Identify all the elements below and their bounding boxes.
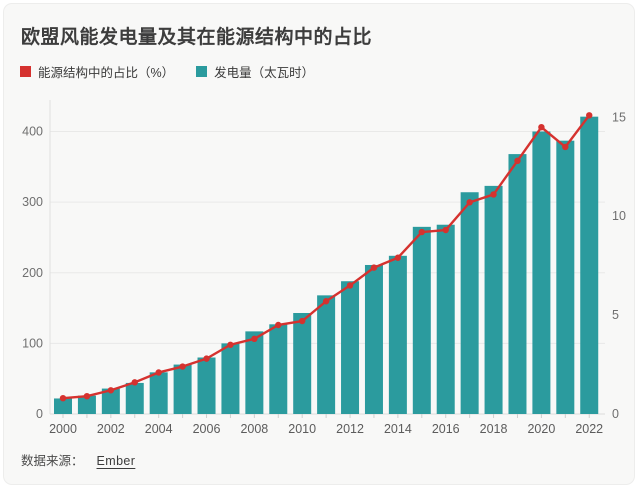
line-point-2008[interactable] xyxy=(251,335,258,343)
legend-item-generation[interactable]: 发电量（太瓦时） xyxy=(196,62,314,81)
bar-2001[interactable] xyxy=(77,395,96,414)
legend-label-share: 能源结构中的占比（%） xyxy=(38,66,175,80)
line-point-2010[interactable] xyxy=(299,317,306,325)
line-point-2017[interactable] xyxy=(466,199,473,206)
bar-2013[interactable] xyxy=(364,264,383,414)
y-left-label-300: 300 xyxy=(22,195,43,209)
y-left-label-0: 0 xyxy=(36,407,43,421)
line-point-2004[interactable] xyxy=(155,369,162,376)
line-point-2018[interactable] xyxy=(490,191,497,198)
line-point-2000[interactable] xyxy=(59,394,67,402)
source-link-ember[interactable]: Ember xyxy=(96,454,136,468)
line-point-2002[interactable] xyxy=(107,387,115,394)
legend: 能源结构中的占比（%） 发电量（太瓦时） xyxy=(20,62,314,81)
x-label-2022: 2022 xyxy=(575,422,603,436)
line-point-2013[interactable] xyxy=(370,264,378,271)
bar-2018[interactable] xyxy=(484,185,503,414)
x-label-2008: 2008 xyxy=(240,422,268,436)
combo-chart-plot: 0 100 200 300 400 0 5 10 15 2000 2002 2004 2006 2008 2… xyxy=(22,100,626,436)
line-point-2014[interactable] xyxy=(394,254,402,261)
bar-2004[interactable] xyxy=(149,372,168,414)
legend-swatch-teal-icon xyxy=(196,66,208,77)
line-point-2006[interactable] xyxy=(203,355,210,362)
x-label-2010: 2010 xyxy=(288,422,316,436)
line-point-2012[interactable] xyxy=(346,282,354,289)
bar-2003[interactable] xyxy=(125,382,144,414)
legend-swatch-red-icon xyxy=(20,66,31,77)
legend-label-generation: 发电量（太瓦时） xyxy=(214,66,315,80)
bar-2011[interactable] xyxy=(317,295,336,414)
y-left-label-100: 100 xyxy=(22,336,43,350)
y-left-label-400: 400 xyxy=(22,125,43,139)
line-point-2016[interactable] xyxy=(442,226,449,234)
bar-2007[interactable] xyxy=(221,343,240,414)
bar-2016[interactable] xyxy=(436,224,455,414)
bar-2019[interactable] xyxy=(508,154,527,414)
x-label-2006: 2006 xyxy=(193,422,221,436)
line-point-2020[interactable] xyxy=(538,123,545,131)
line-point-2007[interactable] xyxy=(227,341,234,348)
chart-title: 欧盟风能发电量及其在能源结构中的占比 xyxy=(21,27,373,48)
bar-2012[interactable] xyxy=(341,281,360,414)
x-label-2016: 2016 xyxy=(432,422,460,436)
line-point-2003[interactable] xyxy=(131,379,138,386)
y-right-label-10: 10 xyxy=(612,209,626,223)
y-right-label-5: 5 xyxy=(612,308,619,322)
y-right-label-15: 15 xyxy=(612,110,626,124)
bar-2005[interactable] xyxy=(173,364,192,414)
x-label-2014: 2014 xyxy=(384,422,412,436)
x-label-2004: 2004 xyxy=(145,422,173,436)
line-point-2019[interactable] xyxy=(514,157,521,165)
line-point-2021[interactable] xyxy=(562,143,569,151)
legend-item-share[interactable]: 能源结构中的占比（%） xyxy=(20,62,174,81)
y-right-label-0: 0 xyxy=(612,407,619,421)
bar-2009[interactable] xyxy=(269,324,288,414)
line-point-2005[interactable] xyxy=(179,363,186,370)
chart-card: 欧盟风能发电量及其在能源结构中的占比 能源结构中的占比（%） 发电量（太瓦时） … xyxy=(3,3,635,485)
y-left-label-200: 200 xyxy=(22,266,43,280)
bar-2010[interactable] xyxy=(293,313,312,414)
line-point-2011[interactable] xyxy=(322,298,330,305)
bar-2000[interactable] xyxy=(54,398,72,414)
line-point-2001[interactable] xyxy=(83,392,91,400)
x-label-2000: 2000 xyxy=(49,422,77,436)
bar-2002[interactable] xyxy=(101,388,120,414)
bar-2021[interactable] xyxy=(556,140,575,414)
bar-2022[interactable] xyxy=(580,116,599,414)
bar-2006[interactable] xyxy=(197,357,216,415)
x-label-2012: 2012 xyxy=(336,422,364,436)
x-label-2020: 2020 xyxy=(527,422,555,436)
line-point-2022[interactable] xyxy=(586,112,593,119)
bar-2017[interactable] xyxy=(460,192,479,414)
x-label-2018: 2018 xyxy=(480,422,508,436)
line-point-2015[interactable] xyxy=(418,228,425,236)
source-prefix: 数据来源： xyxy=(21,454,84,468)
bar-2008[interactable] xyxy=(245,331,264,414)
bar-2015[interactable] xyxy=(412,226,431,414)
source-note: 数据来源： Ember xyxy=(21,450,135,469)
bar-2020[interactable] xyxy=(532,131,551,415)
line-point-2009[interactable] xyxy=(275,321,282,329)
x-label-2002: 2002 xyxy=(97,422,125,436)
bar-2014[interactable] xyxy=(388,255,407,414)
